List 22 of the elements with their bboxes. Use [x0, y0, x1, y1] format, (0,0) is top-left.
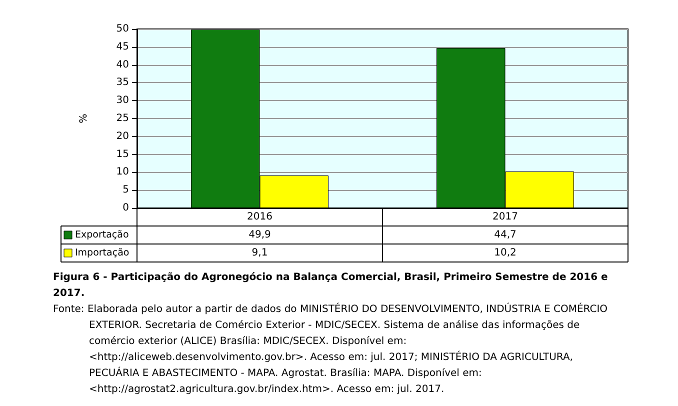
y-tick-label: 0 [122, 202, 129, 214]
data-label: 10,2 [494, 248, 516, 258]
y-tick-label: 35 [116, 77, 129, 88]
y-tick-label: 45 [116, 41, 129, 52]
y-tick-label: 50 [116, 24, 129, 34]
legend-label: Importação [75, 248, 130, 258]
data-label: 9,1 [252, 248, 268, 258]
y-tick-label: 40 [116, 59, 129, 70]
x-tick-label: 2017 [492, 212, 518, 222]
y-axis-title: % [78, 114, 90, 124]
y-tick-label: 10 [116, 166, 129, 178]
text: Figura 6 - Participação do Agronegócio na Balança Comercial, Brasil, Primeiro Semestre de 2016 e 2017. [53, 271, 609, 301]
data-label: 44,7 [494, 230, 516, 240]
x-tick-label: 2016 [247, 212, 272, 222]
data-label: 49,9 [248, 230, 271, 240]
legend-label: Exportação [75, 230, 129, 240]
y-tick-label: 5 [122, 184, 129, 196]
y-tick-label: 15 [116, 148, 129, 160]
source-note: Fonte: Elaborada pelo autor a partir de dados do MINISTÉRIO DO DESENVOLVIMENTO, INDÚSTRIA E COMÉRCIO EXTERIOR. Secretaria de Comércio Exterior - MDIC/SECEX. Sistema de análise das informações de comércio exterior (ALICE) Brasília: MDIC/SECEX. Disponível em: <http://aliceweb.desenvolvimento.gov.br>. Acesso em: jul. 2017; MINISTÉRIO DA AGRICULTURA, PECUÁRIA E ABASTECIMENTO - MAPA. Agrostat. Brasília: MAPA. Disponível em: <http://agrostat2.agricultura.gov.br/index.htm>. Acesso em: jul. 2017. [53, 302, 609, 397]
y-tick-label: 25 [116, 113, 129, 124]
y-tick-label: 30 [116, 95, 129, 106]
y-tick-label: 20 [116, 130, 129, 142]
